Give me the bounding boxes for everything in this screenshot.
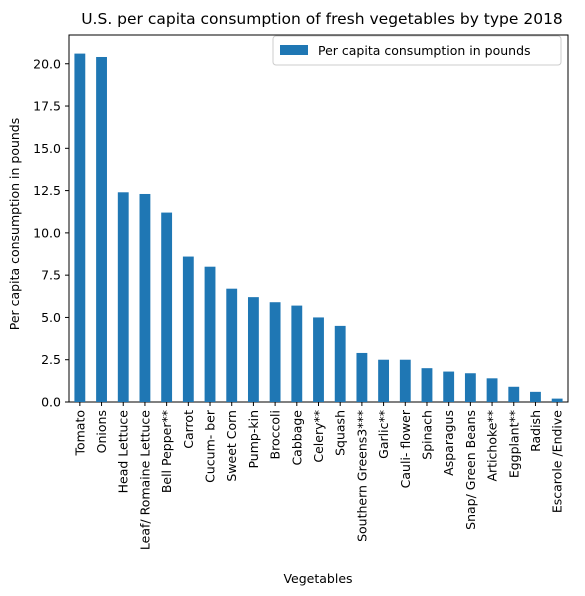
y-tick-label: 10.0 xyxy=(33,225,61,240)
x-tick-label: Garlic** xyxy=(376,410,391,459)
y-tick-label: 0.0 xyxy=(41,395,61,410)
bar xyxy=(378,359,390,402)
bar xyxy=(161,212,173,402)
bar xyxy=(291,305,303,402)
bar xyxy=(530,391,541,402)
x-tick-label: Sweet Corn xyxy=(224,410,239,482)
x-tick-label: Eggplant** xyxy=(506,410,521,478)
legend-label: Per capita consumption in pounds xyxy=(318,43,531,58)
bar xyxy=(551,398,563,402)
bar xyxy=(96,56,107,403)
y-tick-label: 20.0 xyxy=(33,56,61,71)
x-tick-label: Celery** xyxy=(311,410,326,463)
bar xyxy=(226,288,238,402)
x-tick-label: Asparagus xyxy=(441,410,456,476)
x-tick-label: Cucum- ber xyxy=(203,409,218,483)
y-axis-label: Per capita consumption in pounds xyxy=(7,118,22,331)
bar xyxy=(269,302,281,402)
bar xyxy=(464,373,476,402)
x-tick-label: Carrot xyxy=(181,410,196,449)
y-tick-label: 15.0 xyxy=(33,141,61,156)
y-tick-label: 12.5 xyxy=(33,183,61,198)
bar xyxy=(399,359,411,402)
y-axis: 0.0 2.5 5.0 7.5 10.0 12.5 15.0 17.5 20.0 xyxy=(33,56,69,410)
x-tick-label: Artichoke** xyxy=(485,410,500,482)
y-tick-label: 17.5 xyxy=(33,99,61,114)
x-tick-label: Cauli- flower xyxy=(398,409,413,488)
x-tick-label: Pump-kin xyxy=(246,410,261,469)
legend-frame xyxy=(272,35,562,66)
y-tick-label: 5.0 xyxy=(41,310,61,325)
x-tick-label: Southern Greens3*** xyxy=(354,410,369,542)
x-tick-label: Radish xyxy=(528,410,543,452)
bars xyxy=(74,53,563,403)
x-tick-label: Squash xyxy=(333,410,348,456)
bar xyxy=(117,192,129,402)
x-tick-label: Onions xyxy=(94,410,109,453)
legend-swatch xyxy=(280,45,308,55)
bar xyxy=(182,256,194,402)
bar xyxy=(313,317,324,402)
x-axis-label: Vegetables xyxy=(283,571,352,586)
x-tick-label: Broccoli xyxy=(268,410,283,459)
bar xyxy=(421,368,433,402)
bar xyxy=(356,352,368,402)
bar xyxy=(443,371,455,402)
x-tick-label: Snap/ Green Beans xyxy=(463,410,478,530)
bar xyxy=(74,53,86,402)
x-axis: Tomato Onions Head Lettuce Leaf/ Romaine Le… xyxy=(72,402,565,550)
bar xyxy=(334,325,346,402)
y-tick-label: 7.5 xyxy=(41,268,61,283)
x-tick-label: Escarole /Endive xyxy=(550,410,565,513)
x-tick-label: Leaf/ Romaine Lettuce xyxy=(137,410,152,550)
bar xyxy=(139,193,151,402)
x-tick-label: Cabbage xyxy=(289,410,304,466)
bar xyxy=(486,378,498,402)
x-tick-label: Head Lettuce xyxy=(116,410,131,494)
x-tick-label: Bell Pepper** xyxy=(159,410,174,493)
bar xyxy=(247,297,259,402)
x-tick-label: Tomato xyxy=(72,410,87,457)
bar xyxy=(508,386,520,402)
y-tick-label: 2.5 xyxy=(41,352,61,367)
legend: Per capita consumption in pounds xyxy=(272,35,562,66)
x-tick-label: Spinach xyxy=(419,410,434,460)
chart-title: U.S. per capita consumption of fresh veg… xyxy=(81,10,563,28)
bar xyxy=(204,266,216,402)
